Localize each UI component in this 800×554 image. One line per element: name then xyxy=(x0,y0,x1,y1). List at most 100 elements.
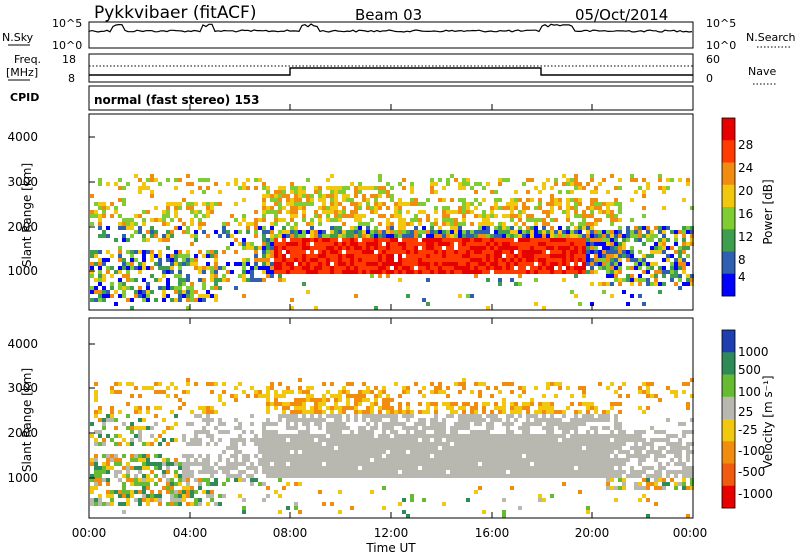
power-cell xyxy=(334,258,338,262)
velocity-cell xyxy=(334,454,338,458)
velocity-cell xyxy=(538,434,542,438)
velocity-cell xyxy=(462,382,466,386)
power-cell xyxy=(658,246,662,250)
power-cell xyxy=(526,178,530,182)
power-cell xyxy=(330,246,334,250)
velocity-cell xyxy=(338,430,342,434)
velocity-cell xyxy=(374,398,378,402)
nave-tick-bottom: 0 xyxy=(706,72,713,85)
power-cell xyxy=(590,270,594,274)
velocity-cell xyxy=(274,446,278,450)
velocity-cell xyxy=(94,462,98,466)
velocity-cell xyxy=(614,486,618,490)
velocity-cell xyxy=(262,442,266,446)
power-cell xyxy=(418,222,422,226)
power-cell xyxy=(430,270,434,274)
power-cell xyxy=(522,234,526,238)
velocity-cell xyxy=(542,406,546,410)
power-cell xyxy=(190,286,194,290)
velocity-cell xyxy=(318,422,322,426)
power-cell xyxy=(570,250,574,254)
velocity-cell xyxy=(566,462,570,466)
power-cell xyxy=(462,222,466,226)
power-cell xyxy=(178,218,182,222)
power-cell xyxy=(614,238,618,242)
power-cell xyxy=(530,258,534,262)
power-cell xyxy=(470,222,474,226)
velocity-cell xyxy=(94,410,98,414)
power-cell xyxy=(658,178,662,182)
velocity-cell xyxy=(458,442,462,446)
velocity-cell xyxy=(254,390,258,394)
power-cell xyxy=(538,262,542,266)
velocity-cell xyxy=(322,458,326,462)
power-cell xyxy=(354,218,358,222)
power-cell xyxy=(510,198,514,202)
power-cell xyxy=(550,230,554,234)
power-cell xyxy=(514,234,518,238)
power-cell xyxy=(674,238,678,242)
power-cell xyxy=(134,250,138,254)
power-cell xyxy=(634,178,638,182)
velocity-cell xyxy=(162,438,166,442)
power-cell xyxy=(450,210,454,214)
velocity-cell xyxy=(602,434,606,438)
power-cell xyxy=(618,186,622,190)
power-cell xyxy=(410,230,414,234)
velocity-cell xyxy=(586,414,590,418)
power-cell xyxy=(90,266,94,270)
velocity-cell xyxy=(586,474,590,478)
velocity-cell xyxy=(422,410,426,414)
velocity-cell xyxy=(262,450,266,454)
velocity-cell xyxy=(546,466,550,470)
power-cell xyxy=(334,230,338,234)
velocity-cell xyxy=(670,470,674,474)
velocity-cell xyxy=(346,474,350,478)
power-cell xyxy=(634,278,638,282)
velocity-cell xyxy=(98,474,102,478)
power-cell xyxy=(518,250,522,254)
power-cell xyxy=(418,218,422,222)
power-cell xyxy=(262,214,266,218)
velocity-cell xyxy=(506,474,510,478)
velocity-cell xyxy=(326,454,330,458)
power-cell xyxy=(214,282,218,286)
velocity-cell xyxy=(426,474,430,478)
velocity-cell xyxy=(98,502,102,506)
velocity-cell xyxy=(574,454,578,458)
power-cell xyxy=(286,262,290,266)
power-cell xyxy=(170,218,174,222)
velocity-cell xyxy=(410,458,414,462)
velocity-cell xyxy=(574,470,578,474)
velocity-cell xyxy=(622,434,626,438)
velocity-cell xyxy=(434,454,438,458)
power-cell xyxy=(454,218,458,222)
power-cell xyxy=(338,190,342,194)
power-cell xyxy=(546,202,550,206)
power-cell xyxy=(378,206,382,210)
power-cell xyxy=(302,186,306,190)
velocity-cell xyxy=(150,494,154,498)
power-cell xyxy=(330,186,334,190)
power-cell xyxy=(306,262,310,266)
velocity-cell xyxy=(374,394,378,398)
power-cell xyxy=(630,294,634,298)
power-cell xyxy=(598,242,602,246)
velocity-cell xyxy=(486,426,490,430)
velocity-cell xyxy=(386,474,390,478)
velocity-cell xyxy=(314,418,318,422)
vel-colorbar-label: Velocity [m s⁻¹] xyxy=(761,375,775,468)
velocity-cell xyxy=(566,458,570,462)
power-cell xyxy=(546,214,550,218)
velocity-cell xyxy=(286,402,290,406)
velocity-cell xyxy=(662,486,666,490)
velocity-cell xyxy=(394,446,398,450)
power-cell xyxy=(562,270,566,274)
power-cell xyxy=(266,186,270,190)
velocity-cell xyxy=(418,390,422,394)
power-cell xyxy=(554,178,558,182)
velocity-cell xyxy=(550,466,554,470)
velocity-cell xyxy=(126,502,130,506)
velocity-cell xyxy=(326,458,330,462)
velocity-cell xyxy=(546,406,550,410)
